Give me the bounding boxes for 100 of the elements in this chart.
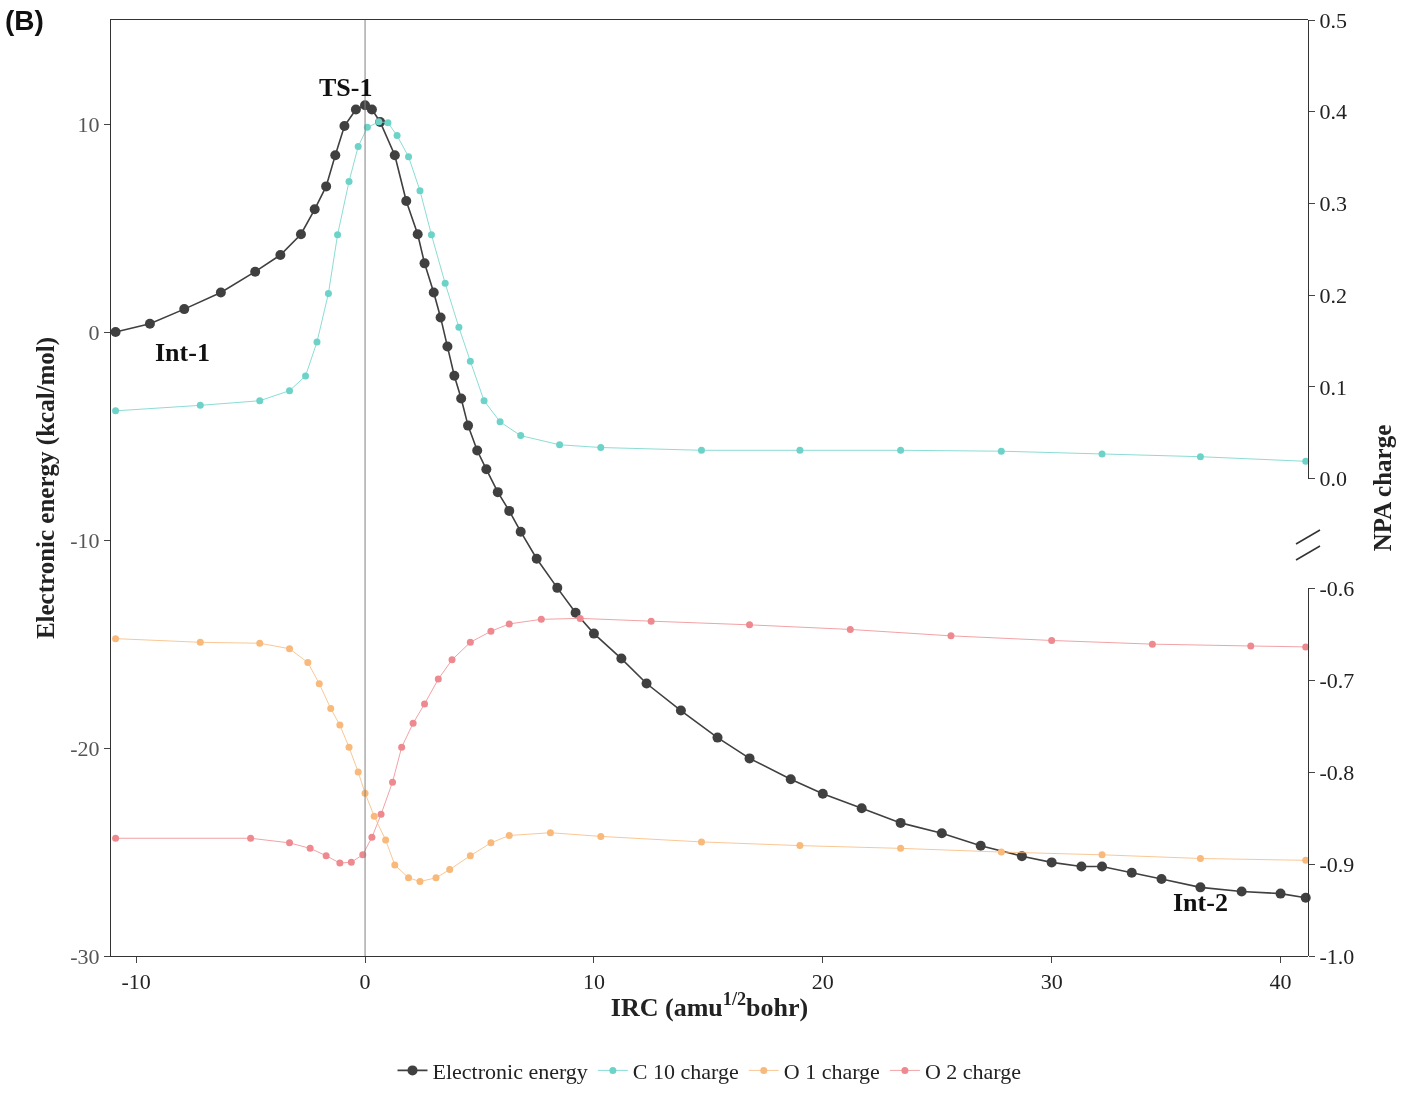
point [1302,457,1310,465]
point [286,645,294,653]
point [947,632,955,640]
point [817,788,828,799]
y2-axis-title: NPA charge [1369,424,1397,552]
point [196,401,204,409]
legend-label: C 10 charge [632,1058,739,1084]
point [389,150,400,161]
point [537,615,545,623]
point [405,153,413,161]
point [1196,453,1204,461]
x-axis-title: IRC (amu$^{1/2}$bohr) [610,989,809,1023]
x-tick-label: 10 [582,969,605,995]
point [368,833,376,841]
point [697,446,705,454]
text: (B) [5,5,44,36]
point [1046,857,1057,868]
point [744,753,755,764]
y2-tick-label: 0.1 [1319,374,1347,400]
y2-tick-label: 0.4 [1319,99,1347,125]
point [1148,640,1156,648]
y-tick-label: 10 [77,111,100,137]
point [531,553,542,564]
y3-tick-label: -0.7 [1319,667,1355,693]
point [997,848,1005,856]
y2-tick-label: 0.3 [1319,191,1347,217]
point [746,621,754,629]
point [327,705,335,713]
point [354,768,362,776]
y-tick-label: -30 [70,943,100,969]
point [1275,888,1286,899]
point [409,719,417,727]
y2-tick-label: 0.2 [1319,282,1347,308]
y3-tick-label: -0.8 [1319,759,1355,785]
point [275,250,286,261]
point [304,659,312,667]
point [286,387,294,395]
point [428,287,439,298]
point [250,266,261,277]
point [441,279,449,287]
point [405,874,413,882]
y3-tick-label: -0.9 [1319,851,1355,877]
y-tick-label: -10 [70,527,100,553]
point [419,258,430,269]
point [697,838,705,846]
point [144,318,155,329]
point [324,289,332,297]
y-tick-label: -20 [70,735,100,761]
point [1098,851,1106,859]
point [302,372,310,380]
point [796,842,804,850]
point [576,614,584,622]
point [455,323,463,331]
point [330,150,341,161]
point [416,187,424,195]
point [712,732,723,743]
point [505,620,513,628]
point [1126,867,1137,878]
point [391,861,399,869]
point [112,407,120,415]
point [1302,856,1310,864]
y3-tick-label: -0.6 [1319,575,1355,601]
annotation: Int-1 [155,338,210,367]
y3-tick-label: -1.0 [1319,943,1355,969]
point [377,810,385,818]
point [1247,642,1255,650]
point [384,119,392,127]
point [354,143,362,151]
point [345,177,353,185]
point [641,678,652,689]
point [505,831,513,839]
point [556,441,564,449]
y2-tick-label: 0.5 [1319,7,1347,33]
point [334,231,342,239]
point [466,852,474,860]
point [1098,450,1106,458]
x-tick-label: 40 [1269,969,1292,995]
point [322,852,330,860]
point [442,341,453,352]
point [487,627,495,635]
point [309,204,320,215]
point [382,836,390,844]
point [256,397,264,405]
point [597,832,605,840]
point [552,582,563,593]
point [463,420,474,431]
point [975,840,986,851]
point [1076,861,1087,872]
point [256,639,264,647]
legend-label: Electronic energy [432,1058,588,1084]
point [546,829,554,837]
point [588,628,599,639]
point [466,357,474,365]
point [496,418,504,426]
point [1236,886,1247,897]
x-tick-label: 20 [811,969,834,995]
point [339,121,350,132]
point [446,866,454,874]
point [247,834,255,842]
point [179,304,190,315]
